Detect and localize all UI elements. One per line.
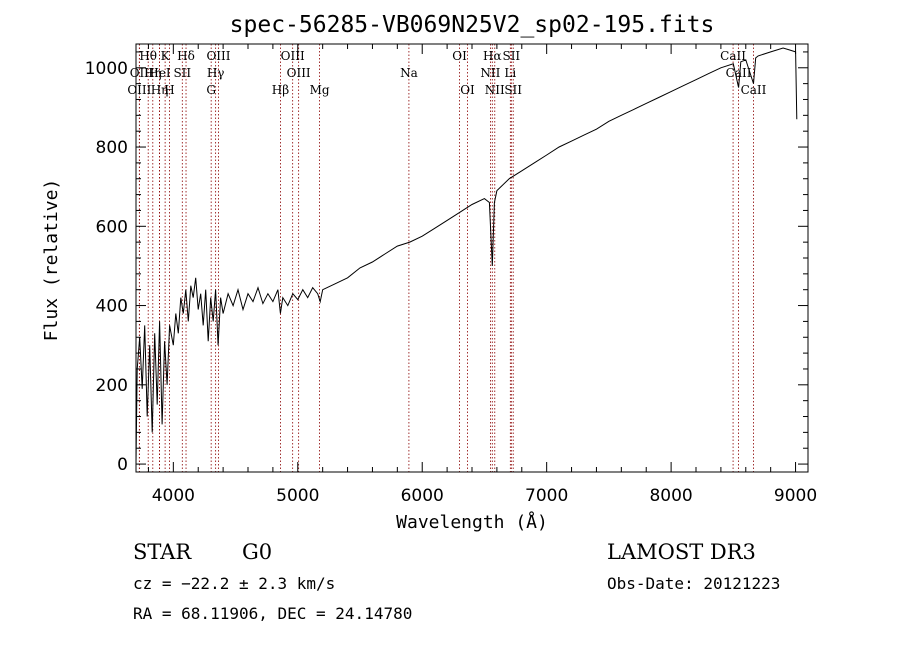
spectral-line-label: Hβ [272,83,289,97]
y-axis-label: Flux (relative) [41,179,62,342]
spectral-line-label: SII [502,49,520,63]
spectral-line-label: Hη [151,83,169,97]
redshift-value: cz = −22.2 ± 2.3 km/s [133,574,336,593]
object-class: STAR [133,540,192,564]
spectral-line-label: OIII [287,66,311,80]
spectral-line-label: H [164,83,174,97]
chart-title: spec-56285-VB069N25V2_sp02-195.fits [230,12,715,38]
spectral-line-label: Hη [144,66,162,80]
spectral-line-label: OI [452,49,467,63]
y-tick-label: 400 [96,297,128,317]
obs-date: Obs-Date: 20121223 [607,574,781,593]
spectral-line-label: Hα [483,49,502,63]
x-tick-label: 6000 [401,486,444,506]
spectral-line-label: NII [485,83,505,97]
plot-frame [135,43,809,473]
spectral-line-label: OI [460,83,475,97]
y-tick-label: 800 [96,138,128,158]
spectral-line-label: OIII [281,49,305,63]
x-tick-label: 5000 [276,486,319,506]
spectral-line-label: SII [504,83,522,97]
spectral-line-label: Li [504,66,516,80]
y-tick-label: 600 [96,217,128,237]
spectral-line-label: K [161,49,171,63]
spectral-line-label: G [206,83,216,97]
spectral-line-label: Hθ [139,49,157,63]
object-subclass: G0 [242,540,273,564]
spectral-line-label: OIII [127,83,151,97]
spectral-line-label: SII [173,66,191,80]
y-axis-ticks: 0 200 400 600 800 1000 [85,51,808,475]
x-tick-label: 4000 [152,486,195,506]
spectral-line-label: CaII [741,83,767,97]
spectral-line-label: Hγ [207,66,225,80]
spectral-line-label: OII [130,66,150,80]
spectral-line-markers [138,44,754,472]
y-tick-label: 0 [117,455,128,475]
y-tick-label: 200 [96,376,128,396]
spectral-line-label: HeI [148,66,171,80]
x-tick-label: 8000 [649,486,692,506]
y-tick-label: 1000 [85,59,128,79]
x-axis-ticks: 4000 5000 6000 7000 8000 9000 [147,44,817,506]
x-tick-label: 9000 [774,486,817,506]
spectral-line-label: CaII [720,49,746,63]
coordinates: RA = 68.11906, DEC = 24.14780 [133,604,413,623]
spectral-line-label: Mg [310,83,330,97]
x-axis-label: Wavelength (Å) [396,511,548,533]
spectral-line-label: NII [480,66,500,80]
spectral-line-label: Hδ [177,49,195,63]
survey-name: LAMOST DR3 [607,540,756,564]
x-tick-label: 7000 [525,486,568,506]
spectral-line-label: Na [400,66,418,80]
spectral-line-label: OIII [206,49,230,63]
spectral-line-label: CaII [726,66,752,80]
spectrum-line [135,47,798,465]
